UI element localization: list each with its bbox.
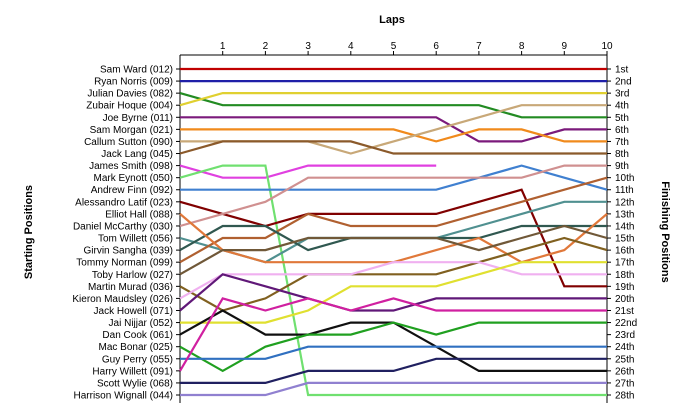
series-line bbox=[179, 273, 607, 312]
driver-label: Harry Willett (091) bbox=[92, 366, 173, 377]
driver-label: Martin Murad (036) bbox=[88, 282, 173, 293]
finish-position-label: 2nd bbox=[615, 77, 632, 88]
series-line bbox=[180, 261, 607, 324]
finish-position-label: 27th bbox=[615, 378, 634, 389]
finish-position-label: 13th bbox=[615, 209, 634, 220]
driver-label: Harrison Wignall (044) bbox=[74, 391, 173, 402]
series-line bbox=[179, 164, 607, 228]
series-line bbox=[180, 164, 608, 191]
driver-label: Daniel McCarthy (030) bbox=[73, 221, 173, 232]
lap-tick-label: 3 bbox=[305, 41, 311, 52]
series-line bbox=[179, 91, 607, 107]
finish-position-label: 18th bbox=[615, 270, 634, 281]
lap-tick-label: 7 bbox=[476, 41, 482, 52]
finish-position-label: 11th bbox=[615, 185, 634, 196]
driver-label: Jack Howell (071) bbox=[94, 306, 173, 317]
series-line bbox=[179, 224, 608, 276]
series-line bbox=[180, 128, 607, 143]
lap-tick-label: 4 bbox=[348, 41, 354, 52]
series-line bbox=[179, 236, 608, 312]
tick-labels: 1 2 3 4 5 6 7 8 9 10 Sam Ward (012)Ryan Norris (00… bbox=[72, 41, 637, 402]
driver-label: Girvin Sangha (039) bbox=[84, 246, 174, 257]
driver-label: Dan Cook (061) bbox=[102, 330, 173, 341]
series-line bbox=[179, 176, 608, 264]
y-axis-title-left: Starting Positions bbox=[23, 185, 35, 279]
finish-position-label: 5th bbox=[615, 113, 629, 124]
lap-tick-label: 1 bbox=[220, 41, 226, 52]
finish-position-label: 20th bbox=[615, 294, 634, 305]
finish-position-label: 8th bbox=[615, 149, 629, 160]
driver-label: Jack Lang (045) bbox=[101, 149, 173, 160]
series-line bbox=[179, 297, 607, 372]
finish-position-label: 7th bbox=[615, 137, 629, 148]
driver-label: Joe Byrne (011) bbox=[103, 113, 173, 124]
finish-position-label: 16th bbox=[615, 246, 634, 257]
finish-position-label: 21st bbox=[615, 306, 634, 317]
series-line bbox=[179, 164, 607, 397]
lap-tick-label: 2 bbox=[263, 41, 269, 52]
driver-label: Toby Harlow (027) bbox=[92, 270, 173, 281]
finish-position-label: 24th bbox=[615, 342, 634, 353]
finish-position-label: 4th bbox=[615, 101, 629, 112]
finish-position-label: 23rd bbox=[615, 330, 635, 341]
finish-position-label: 6th bbox=[615, 125, 629, 136]
driver-label: Sam Ward (012) bbox=[100, 65, 173, 76]
finish-position-label: 26th bbox=[615, 366, 634, 377]
finish-position-label: 14th bbox=[615, 221, 634, 232]
driver-label: Sam Morgan (021) bbox=[90, 125, 173, 136]
lap-tick-label: 8 bbox=[519, 41, 525, 52]
finish-position-label: 15th bbox=[615, 234, 634, 245]
driver-label: Zubair Hoque (004) bbox=[86, 101, 173, 112]
driver-label: Callum Sutton (090) bbox=[84, 137, 173, 148]
finish-position-label: 10th bbox=[615, 173, 634, 184]
axes bbox=[176, 51, 611, 403]
driver-label: Kieron Maudsley (026) bbox=[72, 294, 173, 305]
series-line bbox=[180, 345, 607, 360]
x-axis-title: Laps bbox=[379, 14, 405, 26]
y-axis-title-right: Finishing Positions bbox=[659, 181, 671, 282]
series-line bbox=[179, 261, 607, 300]
series-line bbox=[180, 381, 607, 397]
driver-label: Mark Eynott (050) bbox=[94, 173, 173, 184]
series-line bbox=[179, 92, 607, 119]
series-line bbox=[179, 309, 607, 372]
series-line bbox=[179, 188, 607, 288]
driver-label: Guy Perry (055) bbox=[102, 354, 173, 365]
finish-position-label: 25th bbox=[615, 354, 634, 365]
series-line bbox=[180, 357, 607, 384]
driver-label: Tommy Norman (099) bbox=[76, 258, 173, 269]
driver-label: Mac Bonar (025) bbox=[99, 342, 173, 353]
finish-position-label: 28th bbox=[615, 391, 634, 402]
finish-position-label: 3rd bbox=[615, 89, 629, 100]
series-line bbox=[179, 140, 607, 155]
driver-label: Julian Davies (082) bbox=[87, 89, 173, 100]
driver-label: Tom Willett (056) bbox=[98, 234, 173, 245]
finish-position-label: 9th bbox=[615, 161, 629, 172]
driver-label: Andrew Finn (092) bbox=[91, 185, 173, 196]
driver-label: Jai Nijjar (052) bbox=[109, 318, 173, 329]
driver-label: Alessandro Latif (023) bbox=[75, 197, 173, 208]
driver-label: James Smith (098) bbox=[89, 161, 173, 172]
series-line bbox=[179, 321, 607, 373]
finish-position-label: 19th bbox=[615, 282, 634, 293]
driver-label: Ryan Norris (009) bbox=[94, 77, 173, 88]
finish-position-label: 17th bbox=[615, 258, 634, 269]
lap-tick-label: 9 bbox=[562, 41, 568, 52]
series-line bbox=[180, 116, 607, 143]
series-lines bbox=[179, 67, 608, 397]
driver-label: Scott Wylie (068) bbox=[97, 378, 173, 389]
finish-position-label: 1st bbox=[615, 65, 629, 76]
lap-tick-label: 5 bbox=[391, 41, 397, 52]
finish-position-label: 12th bbox=[615, 197, 634, 208]
series-line bbox=[179, 164, 437, 179]
lap-tick-label: 6 bbox=[433, 41, 439, 52]
driver-label: Elliot Hall (088) bbox=[105, 209, 173, 220]
finish-position-label: 22nd bbox=[615, 318, 637, 329]
lap-tick-label: 10 bbox=[601, 41, 613, 52]
